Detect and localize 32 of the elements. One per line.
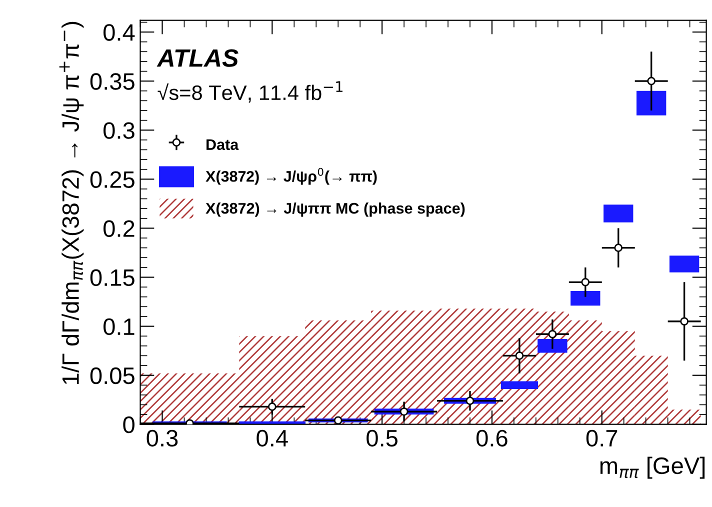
point xyxy=(466,396,474,405)
x-tick-label: 0.5 xyxy=(366,430,398,447)
point xyxy=(647,76,656,86)
point xyxy=(400,407,408,416)
y-tick-label: 0.05 xyxy=(90,367,134,384)
x-tick-label: 0.3 xyxy=(146,430,178,447)
point xyxy=(515,352,524,360)
x-tick-label: 0.6 xyxy=(476,430,508,447)
point xyxy=(680,317,688,326)
x-tick-label: 0.4 xyxy=(256,430,288,447)
y-axis-title: 1/Γ dΓ/dm$_{ππ}$(X(3872) → J/ψ π$^{+}$π$^{−}$) xyxy=(59,22,84,384)
bar xyxy=(500,381,538,390)
y-tick-label: 0.4 xyxy=(104,24,135,41)
x-tick-label: 0.7 xyxy=(586,430,618,447)
annotation: √s=8 TeV, 11.4 fb$^{−1}$ xyxy=(158,81,342,103)
legend-label: X(3872) → J/ψρ$^{0}$(→ ππ) xyxy=(206,168,377,185)
legend-label: Data xyxy=(206,139,239,150)
y-tick-label: 0.2 xyxy=(104,220,134,237)
y-tick-label: 0.3 xyxy=(104,122,134,139)
y-tick-label: 0.15 xyxy=(90,269,134,286)
annotation: ATLAS xyxy=(156,49,238,67)
point xyxy=(614,244,623,252)
y-tick-label: 0.35 xyxy=(90,73,134,90)
y-tick-label: 0 xyxy=(123,416,134,434)
y-tick-label: 0.25 xyxy=(90,171,134,188)
point xyxy=(581,278,590,286)
legend-label: X(3872) → J/ψππ MC (phase space) xyxy=(206,202,465,217)
x-axis-title: m$_{ππ}$ [GeV] xyxy=(600,456,705,479)
point xyxy=(268,402,276,411)
y-tick-label: 0.1 xyxy=(104,318,134,336)
point xyxy=(548,330,557,338)
point xyxy=(334,416,342,424)
